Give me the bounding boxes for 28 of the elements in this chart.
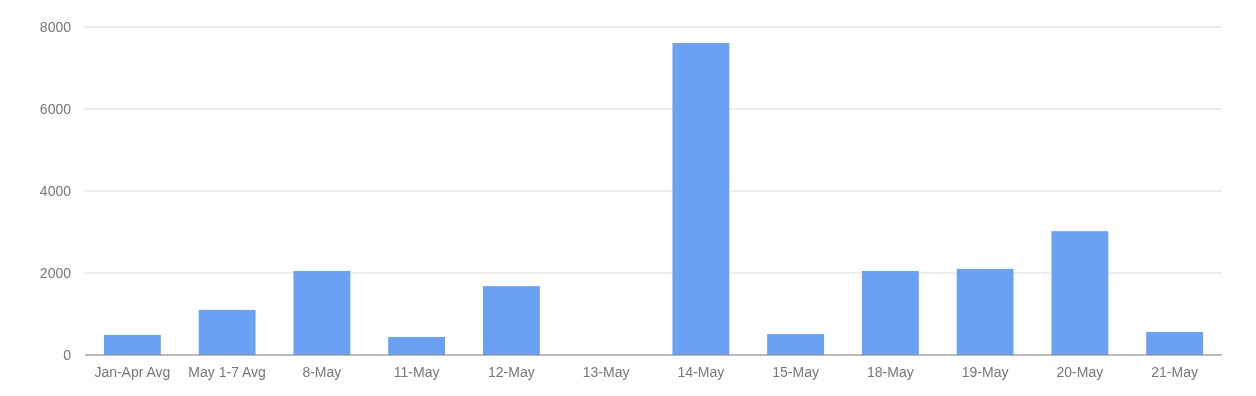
bar bbox=[482, 286, 540, 355]
y-tick-label: 2000 bbox=[39, 264, 72, 281]
bar bbox=[1146, 332, 1204, 355]
x-tick-label: May 1-7 Avg bbox=[188, 363, 266, 380]
bar bbox=[767, 334, 825, 355]
x-tick-label: 11-May bbox=[393, 363, 440, 380]
y-tick-label: 6000 bbox=[39, 100, 72, 117]
x-tick-label: 12-May bbox=[488, 363, 535, 380]
y-tick-label: 4000 bbox=[39, 182, 72, 199]
bar bbox=[672, 42, 730, 355]
bar bbox=[956, 268, 1014, 355]
bar bbox=[388, 336, 446, 355]
x-tick-label: 20-May bbox=[1056, 363, 1104, 380]
y-tick-label: 0 bbox=[63, 346, 72, 363]
bar bbox=[861, 270, 919, 355]
x-tick-label: 18-May bbox=[867, 363, 914, 380]
y-tick-label: 8000 bbox=[39, 18, 72, 35]
x-tick-label: 19-May bbox=[961, 363, 1009, 380]
bar bbox=[103, 334, 161, 355]
x-tick-label: 13-May bbox=[582, 363, 630, 380]
x-tick-label: 15-May bbox=[772, 363, 819, 380]
x-tick-label: Jan-Apr Avg bbox=[94, 363, 171, 380]
x-tick-label: 21-May bbox=[1151, 363, 1198, 380]
x-tick-label: 14-May bbox=[677, 363, 725, 380]
x-tick-label: 8-May bbox=[302, 363, 342, 380]
bar bbox=[293, 270, 351, 355]
bar bbox=[198, 309, 256, 355]
bar bbox=[1051, 231, 1109, 355]
